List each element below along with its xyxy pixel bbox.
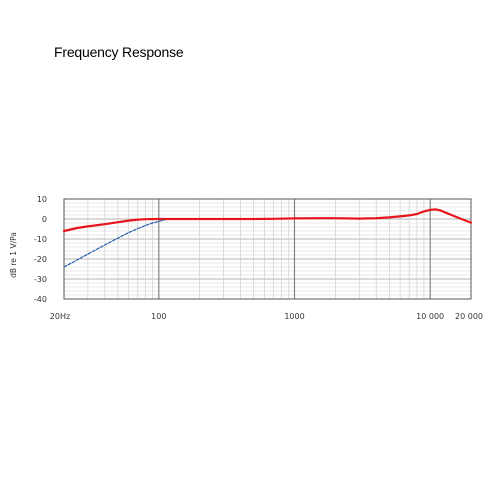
chart-grid	[63, 198, 472, 300]
y-tick-labels: 10 0 -10 -20 -30 -40	[34, 195, 47, 304]
y-tick-label: 10	[37, 195, 47, 204]
x-tick-labels: 20Hz 100 1000 10 000 20 000	[50, 312, 483, 321]
y-axis-label: dB re 1 V/Pa	[9, 232, 18, 278]
x-tick-label: 1000	[284, 312, 304, 321]
plot-frame	[63, 198, 472, 300]
x-tick-label: 20Hz	[50, 312, 70, 321]
page-title: Frequency Response	[54, 44, 184, 60]
y-tick-label: -10	[34, 235, 47, 244]
chart-series	[62, 208, 473, 268]
x-tick-label: 10 000	[416, 312, 444, 321]
y-tick-label: -30	[34, 275, 47, 284]
y-tick-label: -20	[34, 255, 47, 264]
y-tick-label: -40	[34, 295, 47, 304]
x-tick-label: 20 000	[455, 312, 483, 321]
x-tick-label: 100	[151, 312, 166, 321]
series-line-solid	[62, 208, 473, 233]
y-tick-label: 0	[42, 215, 47, 224]
series-line-dashed	[63, 219, 165, 268]
